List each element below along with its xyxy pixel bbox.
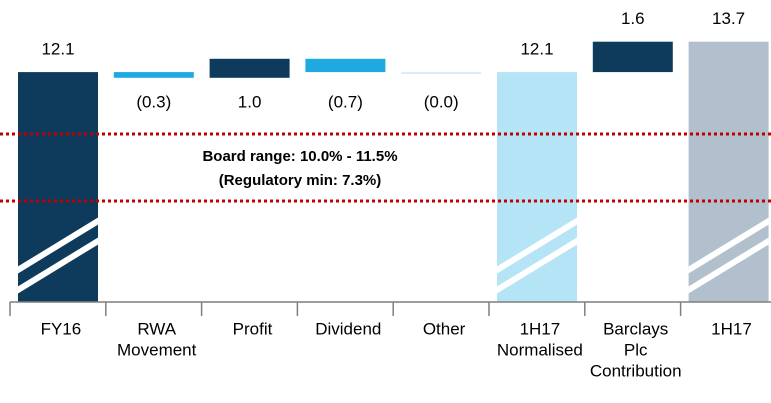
x-tick-label: Profit <box>233 319 273 338</box>
x-tick-label: Movement <box>117 340 197 359</box>
break-stripe <box>688 217 769 274</box>
bars <box>18 41 769 302</box>
value-label: 13.7 <box>712 9 745 28</box>
x-tick-label: 1H17 <box>711 319 752 338</box>
x-tick-label: Normalised <box>497 340 583 359</box>
value-label: (0.0) <box>424 92 459 111</box>
break-stripe <box>497 237 577 294</box>
x-tick-label: FY16 <box>41 319 82 338</box>
annotation: Board range: 10.0% - 11.5% <box>202 148 397 165</box>
value-label: (0.3) <box>136 92 171 111</box>
break-stripe <box>18 217 98 274</box>
x-tick-label: Contribution <box>590 361 682 380</box>
break-stripe <box>497 217 577 274</box>
x-tick-label: 1H17 <box>520 319 561 338</box>
annotation: (Regulatory min: 7.3%) <box>219 172 382 189</box>
value-label: 12.1 <box>41 40 74 59</box>
value-label: (0.7) <box>328 92 363 111</box>
x-tick-label: Other <box>423 319 466 338</box>
bar <box>401 72 482 75</box>
value-label: 12.1 <box>520 40 553 59</box>
x-tick-label: Barclays <box>603 319 668 338</box>
x-tick-label: Plc <box>624 340 648 359</box>
value-label: 1.6 <box>621 9 645 28</box>
break-stripe <box>18 237 98 294</box>
x-tick-label: RWA <box>137 319 176 338</box>
value-label: 1.0 <box>238 92 262 111</box>
x-tick-label: Dividend <box>315 319 381 338</box>
bar <box>592 41 673 73</box>
bar <box>305 58 386 73</box>
bar <box>209 58 290 78</box>
break-stripe <box>688 237 769 294</box>
bar <box>113 72 194 78</box>
